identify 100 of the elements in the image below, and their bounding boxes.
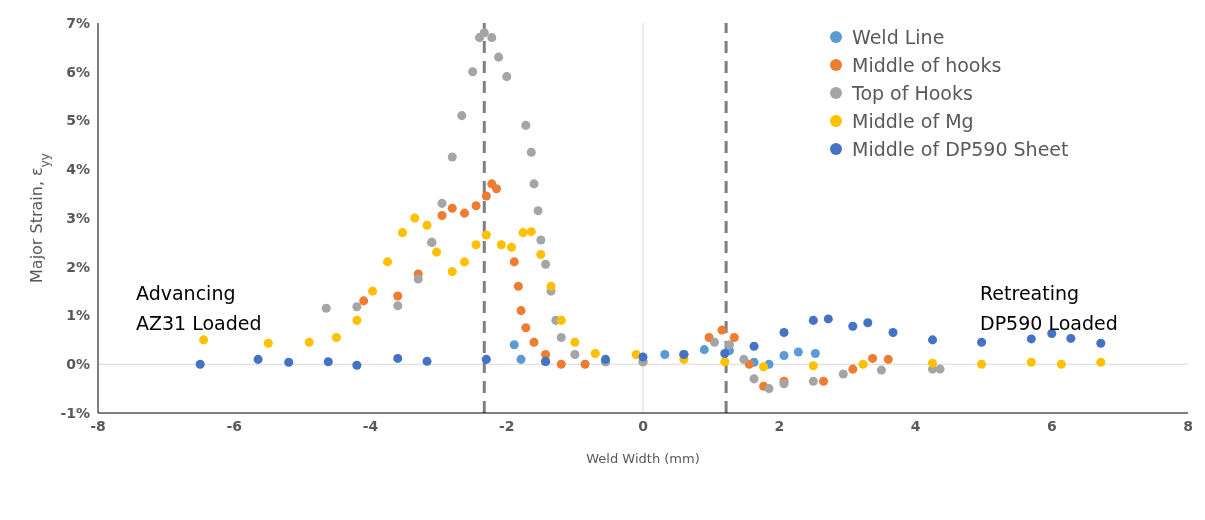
x-tick-label: 8 — [1183, 417, 1193, 434]
y-tick-label: 2% — [66, 258, 90, 275]
x-tick-label: 6 — [1046, 417, 1057, 434]
point — [410, 213, 420, 223]
point — [556, 332, 566, 342]
point — [529, 337, 539, 347]
point — [383, 257, 393, 267]
point — [331, 332, 341, 342]
point — [487, 33, 497, 43]
point — [509, 340, 519, 350]
point — [749, 374, 759, 384]
point — [883, 354, 893, 364]
point — [876, 365, 886, 375]
point — [502, 72, 512, 82]
point — [481, 191, 491, 201]
x-tick-label: -4 — [362, 417, 379, 434]
point — [570, 337, 580, 347]
point — [481, 354, 491, 364]
point — [1096, 357, 1106, 367]
point — [481, 230, 491, 240]
point — [413, 274, 423, 284]
x-tick-label: -6 — [226, 417, 243, 434]
point — [1026, 357, 1036, 367]
point — [928, 358, 938, 368]
x-tick-label: 0 — [638, 417, 649, 434]
point — [468, 67, 478, 77]
point — [1056, 359, 1066, 369]
point — [660, 349, 670, 360]
point — [513, 281, 523, 291]
point — [195, 359, 205, 369]
y-tick-label: 1% — [66, 307, 90, 324]
point — [977, 359, 987, 369]
point — [526, 147, 536, 157]
legend-label: Top of Hooks — [852, 81, 973, 106]
annotation: Advancing AZ31 Loaded — [136, 281, 262, 336]
point — [479, 28, 489, 38]
point — [496, 240, 506, 250]
point — [199, 335, 209, 345]
point — [352, 302, 362, 312]
point — [507, 242, 517, 252]
point — [570, 349, 580, 360]
point — [838, 369, 848, 379]
point — [749, 341, 759, 351]
point — [284, 357, 294, 367]
point — [352, 360, 362, 370]
legend-label: Middle of DP590 Sheet — [852, 137, 1069, 162]
point — [541, 259, 551, 269]
point — [1096, 338, 1106, 348]
point — [447, 152, 457, 162]
y-tick-label: 7% — [66, 14, 90, 31]
y-tick-label: 5% — [66, 112, 90, 129]
point — [359, 296, 369, 306]
point — [928, 335, 938, 345]
point — [393, 291, 403, 301]
point — [460, 257, 470, 267]
point — [720, 349, 730, 359]
y-tick-label: 0% — [66, 356, 90, 373]
point — [808, 376, 818, 386]
point — [710, 337, 720, 347]
point — [638, 352, 648, 362]
point — [810, 349, 820, 359]
point — [494, 52, 504, 62]
x-tick-label: -2 — [498, 417, 515, 434]
x-tick-label: -8 — [90, 417, 106, 434]
point — [863, 318, 873, 328]
point — [848, 364, 858, 374]
y-tick-label: 3% — [66, 209, 90, 226]
point — [793, 347, 803, 357]
point — [521, 120, 531, 130]
point — [556, 359, 566, 369]
point — [848, 321, 858, 331]
point — [516, 354, 526, 364]
point — [580, 359, 590, 369]
point — [516, 306, 526, 316]
point — [253, 354, 263, 364]
point — [492, 184, 502, 194]
point — [888, 328, 898, 338]
point — [868, 353, 878, 363]
point — [393, 353, 403, 363]
point — [533, 206, 543, 216]
point — [471, 240, 481, 250]
point — [779, 350, 789, 360]
point — [447, 203, 457, 213]
point — [323, 357, 333, 367]
point — [304, 337, 314, 347]
point — [546, 281, 556, 291]
point — [699, 345, 709, 355]
legend-label: Middle of hooks — [852, 53, 1002, 78]
point — [393, 301, 403, 311]
y-tick-label: 4% — [66, 161, 90, 178]
point — [1066, 333, 1076, 343]
point — [935, 364, 945, 374]
point — [823, 314, 833, 324]
legend-label: Weld Line — [852, 25, 945, 50]
point — [725, 340, 735, 350]
point — [720, 357, 730, 367]
point — [460, 208, 470, 218]
point — [437, 198, 447, 208]
point — [858, 359, 868, 369]
point — [368, 286, 378, 296]
